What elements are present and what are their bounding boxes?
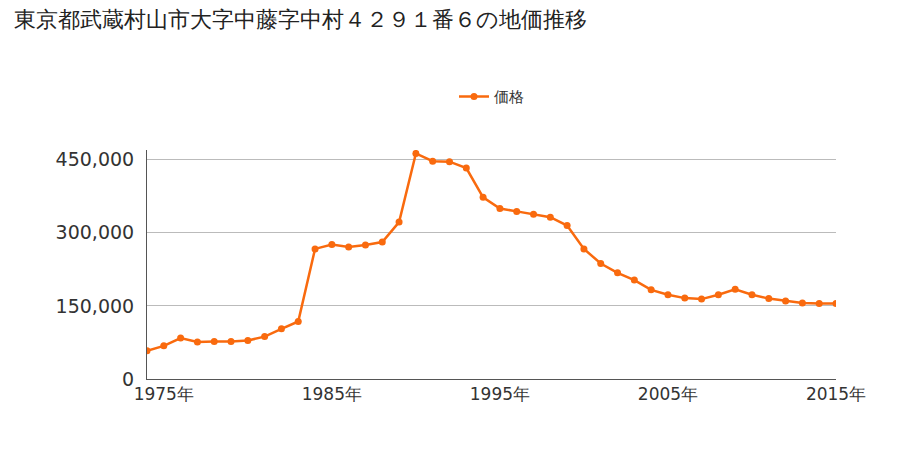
svg-text:1985年: 1985年 — [302, 384, 362, 404]
svg-text:価格: 価格 — [494, 88, 524, 106]
svg-text:0: 0 — [122, 368, 134, 390]
svg-text:東京都武蔵村山市大字中藤字中村４２９１番６の地価推移: 東京都武蔵村山市大字中藤字中村４２９１番６の地価推移 — [14, 7, 587, 32]
svg-text:300,000: 300,000 — [56, 221, 135, 243]
svg-text:1995年: 1995年 — [470, 384, 530, 404]
svg-text:1975年: 1975年 — [134, 384, 194, 404]
svg-text:2005年: 2005年 — [638, 384, 698, 404]
svg-text:150,000: 150,000 — [56, 295, 135, 317]
svg-text:2015年: 2015年 — [806, 384, 866, 404]
svg-text:450,000: 450,000 — [56, 148, 135, 170]
